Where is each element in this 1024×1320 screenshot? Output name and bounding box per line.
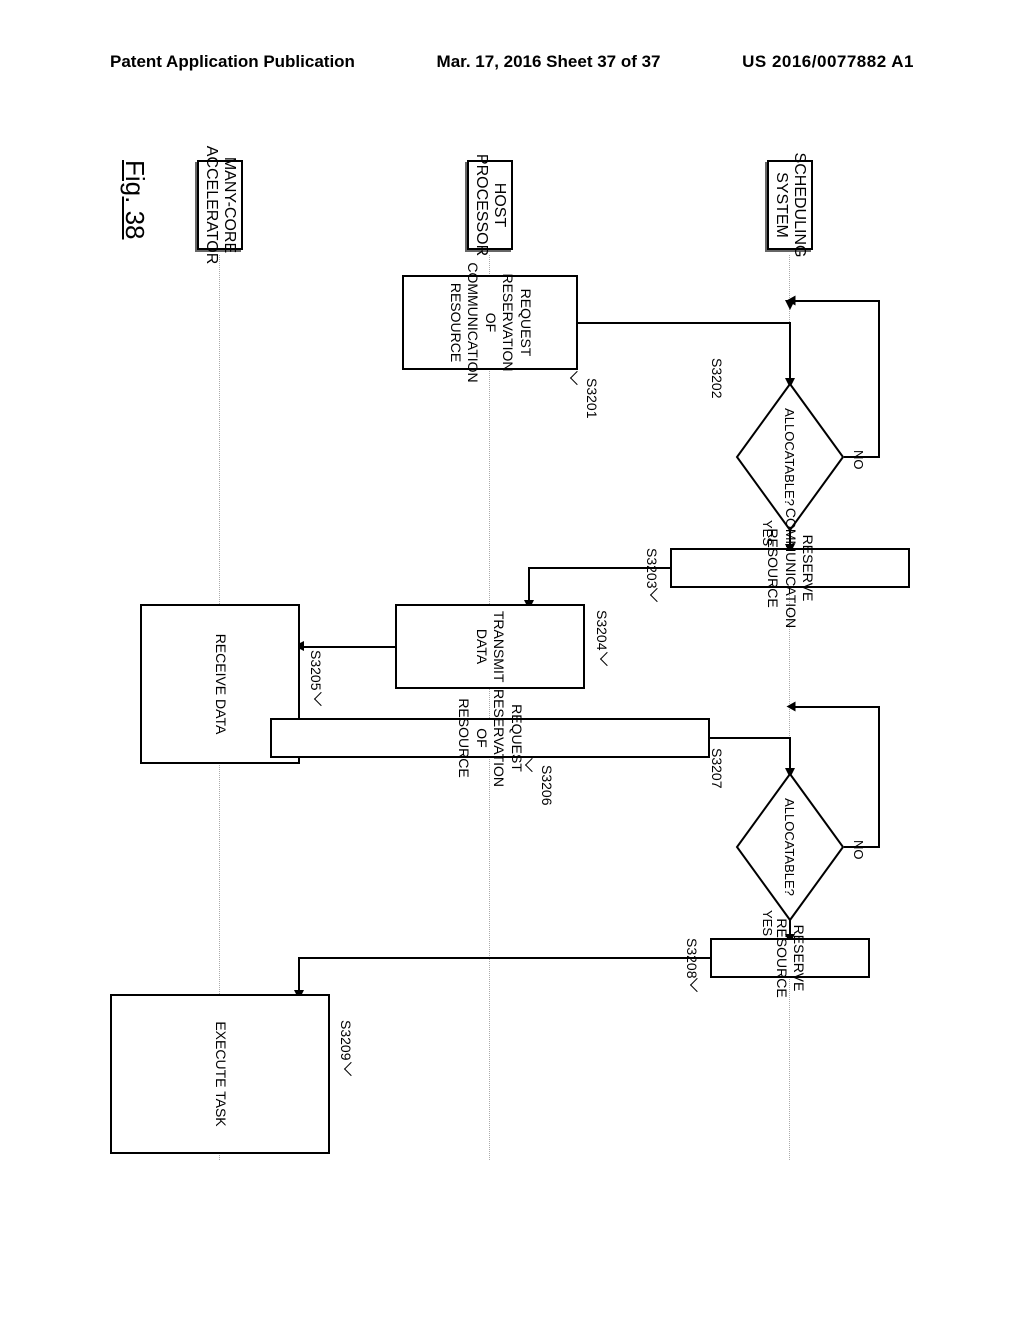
branch-no-s3207: NO	[851, 840, 866, 860]
label-s3209: S3209	[338, 1020, 354, 1060]
no-loop-s3207-h	[878, 706, 880, 848]
tick-s3201	[570, 371, 584, 385]
label-s3205: S3205	[308, 650, 324, 690]
arrow-s3206-right	[789, 737, 791, 772]
box-s3203-text: RESERVE COMMUNICATION RESOURCE	[764, 508, 817, 628]
lane-header-host: HOST PROCESSOR	[467, 160, 513, 250]
box-s3209-text: EXECUTE TASK	[211, 1021, 229, 1126]
lane-header-accel-label: MANY-CORE ACCELERATOR	[202, 146, 238, 265]
box-s3201-text: REQUEST RESERVATION OFCOMMUNICATION RESO…	[446, 262, 534, 382]
decision-s3207: ALLOCATABLE?	[735, 772, 845, 922]
sequence-diagram: SCHEDULING SYSTEM HOST PROCESSOR MANY-CO…	[110, 160, 910, 1170]
arrow-s3203-right	[528, 567, 530, 604]
label-s3201: S3201	[584, 378, 600, 418]
lane-header-scheduling-label: SCHEDULING SYSTEM	[772, 153, 808, 258]
tick-s3208	[690, 978, 704, 992]
arrow-s3204-down	[300, 646, 395, 648]
arrow-s3206-up	[710, 737, 790, 739]
no-loop-s3202-head	[787, 296, 796, 306]
arrow-s3208-right	[298, 957, 300, 994]
box-s3206-text: REQUEST RESERVATION OF RESOURCE	[455, 689, 525, 787]
arrow-s3201-up	[578, 322, 790, 324]
tick-s3205	[314, 692, 328, 706]
header-center: Mar. 17, 2016 Sheet 37 of 37	[437, 52, 661, 72]
no-loop-s3202-v2	[790, 300, 880, 302]
no-loop-s3207-head	[787, 702, 796, 712]
box-s3209: EXECUTE TASK	[110, 994, 330, 1154]
branch-no-s3202: NO	[851, 450, 866, 470]
box-s3203: RESERVE COMMUNICATION RESOURCE	[670, 548, 910, 588]
no-loop-s3207-v2	[792, 706, 880, 708]
box-s3206: REQUEST RESERVATION OF RESOURCE	[270, 718, 710, 758]
label-s3202: S3202	[709, 358, 725, 398]
decision-s3207-text: ALLOCATABLE?	[735, 772, 845, 922]
tick-s3209	[344, 1062, 358, 1076]
page-header: Patent Application Publication Mar. 17, …	[110, 52, 914, 72]
tick-s3206	[525, 758, 539, 772]
no-loop-s3207-v1	[844, 846, 880, 848]
label-s3207: S3207	[709, 748, 725, 788]
header-right: US 2016/0077882 A1	[742, 52, 914, 72]
box-s3205-text: RECEIVE DATA	[211, 634, 229, 735]
lane-header-accel: MANY-CORE ACCELERATOR	[197, 160, 243, 250]
lane-header-host-label: HOST PROCESSOR	[472, 154, 508, 256]
header-left: Patent Application Publication	[110, 52, 355, 72]
no-loop-s3202-v1	[844, 456, 880, 458]
arrow-s3201-right	[789, 322, 791, 382]
box-s3208: RESERVE RESOURCE	[710, 938, 870, 978]
arrow-s3208-down	[300, 957, 710, 959]
box-s3204-text: TRANSMIT DATA	[473, 611, 508, 682]
label-s3204: S3204	[594, 610, 610, 650]
figure-label: Fig. 38	[119, 160, 150, 240]
arrow-s3203-down	[530, 567, 670, 569]
box-s3201: REQUEST RESERVATION OFCOMMUNICATION RESO…	[402, 275, 578, 370]
page: Patent Application Publication Mar. 17, …	[0, 0, 1024, 1320]
lane-header-scheduling: SCHEDULING SYSTEM	[767, 160, 813, 250]
tick-s3203	[650, 588, 664, 602]
box-s3208-text: RESERVE RESOURCE	[773, 918, 808, 997]
no-loop-s3202-h	[878, 300, 880, 458]
box-s3204: TRANSMIT DATA	[395, 604, 585, 689]
tick-s3204	[600, 652, 614, 666]
label-s3206: S3206	[539, 765, 555, 805]
